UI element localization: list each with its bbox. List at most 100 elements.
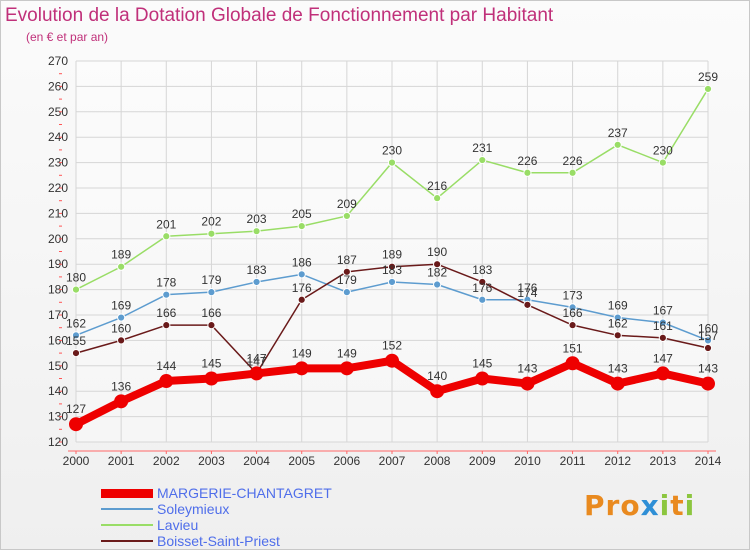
x-tick-label: 2000 xyxy=(63,454,90,468)
data-point-boisset-saint-priest xyxy=(703,343,713,353)
data-point-lavieu xyxy=(162,232,171,241)
legend-label: Lavieu xyxy=(157,517,199,533)
legend-label: Boisset-Saint-Priest xyxy=(157,533,280,549)
data-point-margerie-chantagret xyxy=(565,356,580,371)
data-label-soleymieux: 169 xyxy=(608,299,628,313)
data-label-boisset-saint-priest: 166 xyxy=(201,306,221,320)
x-tick-label: 2008 xyxy=(424,454,451,468)
data-point-boisset-saint-priest xyxy=(342,267,351,276)
data-point-soleymieux xyxy=(162,290,171,299)
data-point-margerie-chantagret xyxy=(249,366,264,381)
y-tick-label: 210 xyxy=(48,206,68,220)
data-label-lavieu: 201 xyxy=(156,217,176,231)
data-label-boisset-saint-priest: 166 xyxy=(156,306,176,320)
data-label-margerie-chantagret: 152 xyxy=(382,339,402,353)
chart-title: Evolution de la Dotation Globale de Fonc… xyxy=(5,5,554,26)
legend-swatch xyxy=(101,508,153,510)
data-label-soleymieux: 186 xyxy=(292,255,312,269)
data-point-soleymieux xyxy=(297,270,306,279)
data-point-lavieu xyxy=(387,158,397,167)
logo-letter: t xyxy=(670,489,685,522)
y-tick-label: 130 xyxy=(48,410,68,424)
x-tick-label: 2004 xyxy=(243,454,270,468)
data-point-margerie-chantagret xyxy=(159,374,174,389)
data-point-margerie-chantagret xyxy=(294,361,309,376)
data-label-soleymieux: 179 xyxy=(201,273,221,287)
data-point-soleymieux xyxy=(658,318,667,327)
data-label-margerie-chantagret: 149 xyxy=(292,346,312,360)
data-label-lavieu: 237 xyxy=(608,126,628,140)
data-label-margerie-chantagret: 140 xyxy=(427,369,447,383)
data-point-soleymieux xyxy=(433,280,442,289)
data-point-boisset-saint-priest xyxy=(117,336,126,345)
x-tick-label: 2007 xyxy=(379,454,406,468)
data-label-boisset-saint-priest: 174 xyxy=(517,286,537,300)
legend-label: Soleymieux xyxy=(157,501,230,517)
data-point-margerie-chantagret xyxy=(204,371,219,386)
logo-letter: P xyxy=(584,489,606,522)
data-point-margerie-chantagret xyxy=(520,376,535,391)
data-point-lavieu xyxy=(703,84,713,94)
data-point-boisset-saint-priest xyxy=(207,321,216,330)
data-label-lavieu: 180 xyxy=(66,271,86,285)
proxiti-logo: Proxiti xyxy=(584,489,695,522)
data-point-margerie-chantagret xyxy=(69,417,83,432)
data-point-margerie-chantagret xyxy=(701,376,715,391)
data-point-lavieu xyxy=(71,285,81,294)
data-label-lavieu: 209 xyxy=(337,197,357,211)
y-tick-label: 260 xyxy=(48,79,68,93)
data-point-lavieu xyxy=(207,229,216,238)
data-point-lavieu xyxy=(658,158,667,167)
data-point-soleymieux xyxy=(342,288,351,297)
chart-subtitle: (en € et par an) xyxy=(26,30,109,44)
x-tick-label: 2001 xyxy=(108,454,135,468)
data-label-margerie-chantagret: 143 xyxy=(517,362,537,376)
data-label-margerie-chantagret: 136 xyxy=(111,379,131,393)
y-tick-label: 220 xyxy=(48,181,68,195)
y-tick-label: 190 xyxy=(48,257,68,271)
data-label-soleymieux: 183 xyxy=(382,263,402,277)
x-tick-label: 2009 xyxy=(469,454,496,468)
x-tick-label: 2005 xyxy=(288,454,315,468)
data-point-boisset-saint-priest xyxy=(658,333,667,342)
data-label-margerie-chantagret: 143 xyxy=(698,362,718,376)
data-label-margerie-chantagret: 151 xyxy=(563,341,583,355)
data-label-lavieu: 226 xyxy=(517,154,537,168)
data-point-soleymieux xyxy=(117,313,126,322)
data-label-boisset-saint-priest: 190 xyxy=(427,245,447,259)
data-point-lavieu xyxy=(478,155,487,165)
data-label-boisset-saint-priest: 176 xyxy=(292,281,312,295)
data-label-lavieu: 231 xyxy=(472,141,492,155)
logo-letter: i xyxy=(659,489,671,522)
data-label-margerie-chantagret: 127 xyxy=(66,402,86,416)
data-label-lavieu: 230 xyxy=(653,144,673,158)
data-point-boisset-saint-priest xyxy=(297,295,306,304)
data-point-lavieu xyxy=(613,140,622,149)
data-point-boisset-saint-priest xyxy=(478,277,487,287)
data-point-boisset-saint-priest xyxy=(568,321,577,330)
legend-swatch xyxy=(101,488,153,498)
data-label-lavieu: 259 xyxy=(698,70,718,84)
data-label-soleymieux: 178 xyxy=(156,276,176,290)
data-label-soleymieux: 176 xyxy=(517,281,537,295)
y-tick-label: 270 xyxy=(48,54,68,68)
data-label-lavieu: 202 xyxy=(201,215,221,229)
y-tick-label: 180 xyxy=(48,283,68,297)
data-label-lavieu: 216 xyxy=(427,179,447,193)
data-point-margerie-chantagret xyxy=(430,384,445,399)
data-point-boisset-saint-priest xyxy=(613,331,622,340)
data-label-soleymieux: 183 xyxy=(247,263,267,277)
data-label-soleymieux: 162 xyxy=(66,316,86,330)
data-label-boisset-saint-priest: 147 xyxy=(247,354,267,368)
data-point-boisset-saint-priest xyxy=(433,260,442,269)
x-tick-label: 2013 xyxy=(650,454,677,468)
data-label-boisset-saint-priest: 157 xyxy=(698,329,718,343)
data-point-lavieu xyxy=(297,222,306,231)
data-point-margerie-chantagret xyxy=(114,394,129,409)
y-tick-label: 120 xyxy=(48,435,68,449)
data-point-soleymieux xyxy=(478,295,487,304)
data-label-boisset-saint-priest: 166 xyxy=(563,306,583,320)
y-tick-label: 160 xyxy=(48,333,68,347)
x-tick-label: 2006 xyxy=(334,454,361,468)
data-label-margerie-chantagret: 147 xyxy=(653,351,673,365)
